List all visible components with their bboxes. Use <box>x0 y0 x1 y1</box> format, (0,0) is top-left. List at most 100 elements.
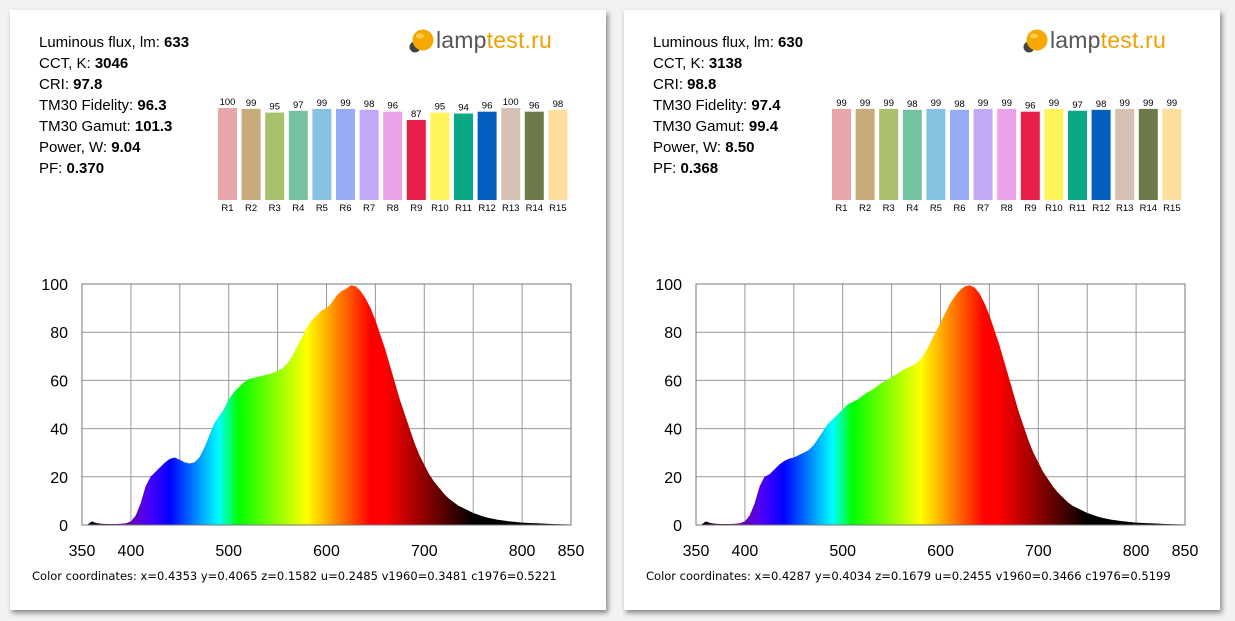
cri-index-label: R7 <box>363 203 375 214</box>
param-row: Luminous flux, lm: 630 <box>653 32 803 53</box>
cri-index-label: R14 <box>1140 203 1157 214</box>
cri-value-label: 99 <box>246 98 257 109</box>
y-tick-label: 0 <box>59 518 68 535</box>
y-tick-label: 20 <box>664 470 682 487</box>
cri-index-label: R13 <box>502 203 519 214</box>
cri-index-label: R11 <box>1069 203 1086 214</box>
brand-name: lamptest.ru <box>1050 25 1166 55</box>
param-row: CRI: 97.8 <box>39 74 189 95</box>
cri-bar-R15 <box>548 109 568 200</box>
cri-index-label: R15 <box>1163 203 1180 214</box>
cri-index-label: R3 <box>883 203 895 214</box>
cri-value-label: 99 <box>317 98 328 109</box>
brand-name-part1: lamp <box>1050 27 1101 53</box>
cri-bar-R8 <box>383 111 403 200</box>
cri-index-label: R9 <box>410 203 422 214</box>
cri-bar-R7 <box>973 108 993 200</box>
spectrum-panel-left: Luminous flux, lm: 633 CCT, K: 3046 CRI: 9… <box>10 10 606 610</box>
cri-index-label: R4 <box>906 203 918 214</box>
cri-bar-R15 <box>1162 108 1182 200</box>
param-value: 96.3 <box>137 97 167 114</box>
cri-value-label: 96 <box>529 101 540 112</box>
param-value: 3046 <box>94 55 129 72</box>
cri-bar-R8 <box>997 108 1017 200</box>
param-row: TM30 Fidelity: 97.4 <box>653 95 803 116</box>
cri-bar-R10 <box>430 112 450 200</box>
cri-value-label: 94 <box>458 103 469 114</box>
cri-index-label: R7 <box>977 203 989 214</box>
x-tick-label: 500 <box>215 543 242 560</box>
x-tick-label: 400 <box>732 543 759 560</box>
param-row: PF: 0.368 <box>653 158 803 179</box>
param-value: 0.368 <box>680 160 719 177</box>
cri-index-label: R12 <box>1092 203 1109 214</box>
cri-value-label: 98 <box>954 99 965 110</box>
param-label: PF: <box>39 160 67 177</box>
param-value: 630 <box>778 34 804 51</box>
plot-border <box>695 283 1186 526</box>
x-tick-label: 700 <box>411 543 438 560</box>
brand-name: lamptest.ru <box>436 25 552 55</box>
param-label: Power, W: <box>39 139 112 156</box>
cri-index-label: R2 <box>245 203 257 214</box>
cri-bar-R10 <box>1044 108 1064 200</box>
x-tick-label: 350 <box>69 543 96 560</box>
cri-index-label: R12 <box>478 203 495 214</box>
cri-bar-R14 <box>524 111 544 200</box>
param-row: PF: 0.370 <box>39 158 189 179</box>
param-label: TM30 Gamut: <box>653 118 749 135</box>
cri-value-label: 99 <box>1119 98 1130 109</box>
param-value: 3138 <box>708 55 743 72</box>
spectrum-area <box>696 285 1185 525</box>
cri-value-label: 97 <box>1072 100 1083 111</box>
param-label: PF: <box>653 160 681 177</box>
param-row: TM30 Gamut: 101.3 <box>39 116 189 137</box>
cri-bar-R12 <box>477 111 497 200</box>
cri-value-label: 98 <box>907 99 918 110</box>
brand-name-part2: test.ru <box>1100 27 1166 53</box>
y-tick-label: 100 <box>41 277 68 294</box>
cri-bar-R1 <box>218 108 237 200</box>
cri-bar-R3 <box>265 112 285 200</box>
cri-value-label: 99 <box>340 98 351 109</box>
param-row: CCT, K: 3046 <box>39 53 189 74</box>
y-tick-label: 60 <box>50 373 68 390</box>
color-coordinates: Color coordinates: x=0.4287 y=0.4034 z=0… <box>646 569 1171 583</box>
cri-value-label: 99 <box>1049 98 1060 109</box>
cri-bar-R2 <box>855 108 875 200</box>
y-tick-label: 100 <box>655 277 682 294</box>
cri-index-label: R6 <box>339 203 351 214</box>
x-tick-label: 600 <box>313 543 340 560</box>
param-value: 98.8 <box>687 76 717 93</box>
cri-bar-R12 <box>1091 109 1111 200</box>
cri-bar-chart: 99 R1 99 R2 99 R3 98 R4 99 R5 98 R6 99 R7 99 R8 96 R9 99 R1… <box>832 98 1182 214</box>
param-row: Luminous flux, lm: 633 <box>39 32 189 53</box>
cri-value-label: 99 <box>836 98 847 109</box>
param-row: Power, W: 9.04 <box>39 137 189 158</box>
param-label: Luminous flux, lm: <box>653 34 779 51</box>
cri-value-label: 96 <box>482 101 493 112</box>
cri-bar-R4 <box>902 109 922 200</box>
param-label: TM30 Gamut: <box>39 118 135 135</box>
cri-index-label: R14 <box>526 203 543 214</box>
x-tick-label: 800 <box>1123 543 1150 560</box>
param-row: TM30 Gamut: 99.4 <box>653 116 803 137</box>
cri-value-label: 96 <box>387 101 398 112</box>
y-tick-label: 80 <box>664 325 682 342</box>
cri-value-label: 97 <box>293 100 304 111</box>
param-value: 97.4 <box>751 97 781 114</box>
spectrum-chart: 0 20 40 60 80 100 350 400 500 600 700 800 850 <box>41 277 584 560</box>
color-coordinates: Color coordinates: x=0.4353 y=0.4065 z=0… <box>32 569 557 583</box>
lamp-parameters: Luminous flux, lm: 633 CCT, K: 3046 CRI: 9… <box>39 32 189 179</box>
spectrum-chart: 0 20 40 60 80 100 350 400 500 600 700 800 850 <box>655 277 1198 560</box>
cri-bar-R11 <box>1068 110 1087 200</box>
cri-index-label: R8 <box>1001 203 1013 214</box>
param-row: CRI: 98.8 <box>653 74 803 95</box>
cri-value-label: 99 <box>860 98 871 109</box>
plot-border <box>81 283 572 526</box>
param-label: Power, W: <box>653 139 726 156</box>
x-tick-label: 350 <box>683 543 710 560</box>
cri-bar-R13 <box>1115 108 1135 200</box>
spectrum-panel-right: Luminous flux, lm: 630 CCT, K: 3138 CRI: 9… <box>624 10 1220 610</box>
cri-index-label: R13 <box>1116 203 1133 214</box>
